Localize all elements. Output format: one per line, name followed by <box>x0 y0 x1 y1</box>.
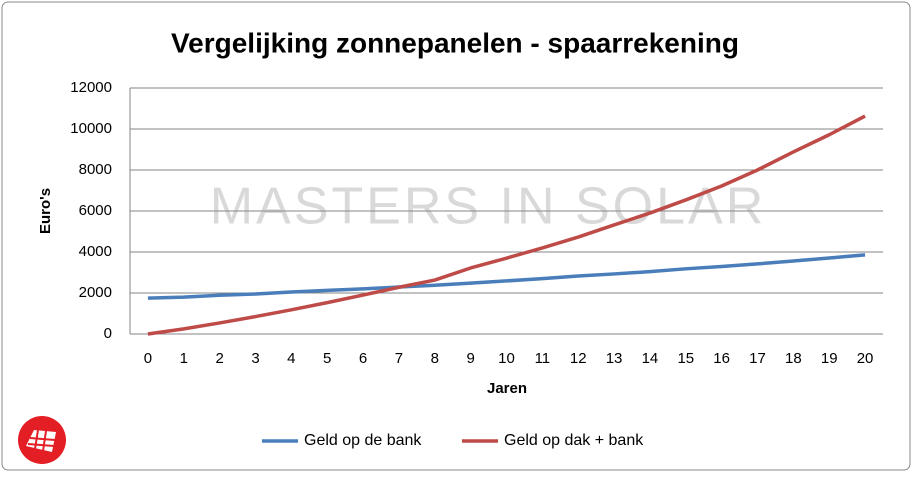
y-tick-label: 6000 <box>79 202 112 219</box>
x-tick-label: 8 <box>431 350 439 367</box>
x-tick-label: 2 <box>215 350 223 367</box>
y-tick-label: 12000 <box>70 79 112 96</box>
y-tick-label: 10000 <box>70 120 112 137</box>
x-tick-label: 11 <box>535 350 551 367</box>
x-tick-label: 5 <box>323 350 331 367</box>
x-tick-label: 4 <box>287 350 295 367</box>
x-tick-label: 9 <box>466 350 474 367</box>
x-tick-label: 17 <box>749 350 766 367</box>
x-tick-label: 1 <box>180 350 188 367</box>
x-tick-label: 0 <box>144 350 152 367</box>
x-tick-label: 16 <box>713 350 730 367</box>
y-axis-label: Euro's <box>37 188 54 234</box>
x-tick-label: 14 <box>642 350 659 367</box>
y-tick-label: 0 <box>104 325 112 342</box>
series-line <box>147 253 866 300</box>
x-tick-label: 15 <box>677 350 694 367</box>
x-tick-label: 7 <box>395 350 403 367</box>
legend-label: Geld op dak + bank <box>504 432 644 449</box>
x-tick-label: 6 <box>359 350 367 367</box>
x-tick-label: 10 <box>498 350 515 367</box>
watermark: MASTERS IN SOLAR <box>210 178 767 236</box>
x-tick-label: 13 <box>606 350 623 367</box>
x-tick-label: 12 <box>570 350 587 367</box>
x-tick-label: 3 <box>251 350 259 367</box>
chart-title: Vergelijking zonnepanelen - spaarrekenin… <box>171 27 739 58</box>
chart-border <box>1 1 911 471</box>
y-tick-label: 4000 <box>79 243 112 260</box>
y-tick-label: 8000 <box>79 161 112 178</box>
logo <box>18 416 66 464</box>
x-tick-label: 18 <box>785 350 802 367</box>
x-axis-label: Jaren <box>487 380 527 397</box>
y-tick-label: 2000 <box>79 284 112 301</box>
x-tick-label: 20 <box>857 350 874 367</box>
legend-label: Geld op de bank <box>304 432 422 449</box>
x-tick-label: 19 <box>821 350 838 367</box>
series-line <box>147 114 866 336</box>
